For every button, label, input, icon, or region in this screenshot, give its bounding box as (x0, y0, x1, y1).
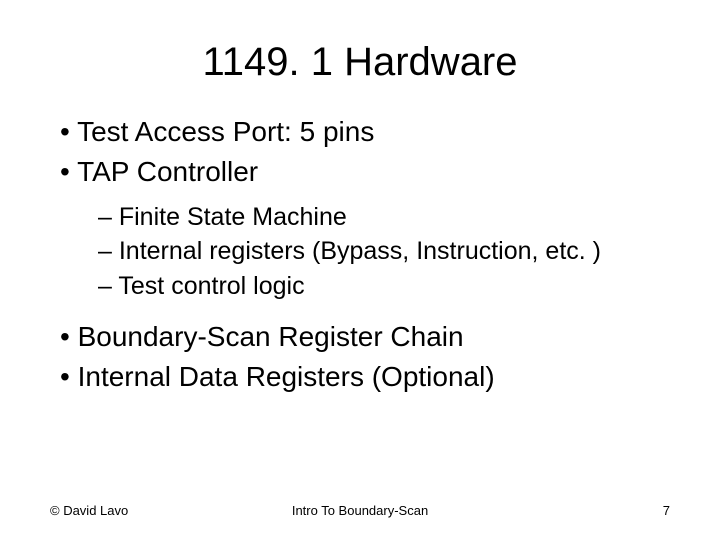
sub-bullet-item: Test control logic (98, 270, 670, 304)
bullet-item: Boundary-Scan Register Chain (60, 318, 670, 356)
slide-footer: © David Lavo Intro To Boundary-Scan 7 (0, 503, 720, 518)
footer-copyright: © David Lavo (50, 503, 257, 518)
footer-page-number: 7 (463, 503, 670, 518)
footer-title: Intro To Boundary-Scan (257, 503, 464, 518)
bullet-item: Test Access Port: 5 pins (60, 113, 670, 151)
sub-bullet-item: Finite State Machine (98, 201, 670, 235)
slide-content: Test Access Port: 5 pins TAP Controller … (50, 113, 670, 520)
bullet-item: Internal Data Registers (Optional) (60, 358, 670, 396)
slide: 1149. 1 Hardware Test Access Port: 5 pin… (0, 0, 720, 540)
sub-bullet-group: Finite State Machine Internal registers … (60, 201, 670, 304)
slide-title: 1149. 1 Hardware (50, 40, 670, 85)
bullet-item: TAP Controller (60, 153, 670, 191)
sub-bullet-item: Internal registers (Bypass, Instruction,… (98, 235, 670, 269)
